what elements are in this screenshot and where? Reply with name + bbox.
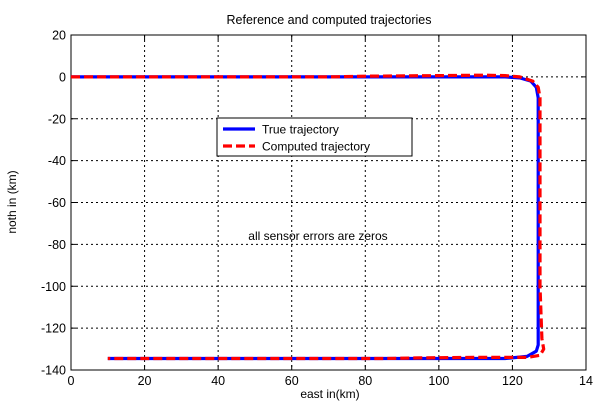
y-tick-label: -40 <box>48 154 66 168</box>
y-tick-label: -140 <box>41 364 66 378</box>
x-tick-label: 0 <box>68 374 75 388</box>
legend-box <box>216 117 413 157</box>
x-tick-label: 14 <box>579 374 593 388</box>
y-tick-label: 20 <box>52 29 66 43</box>
y-tick-label: -60 <box>48 196 66 210</box>
legend-label: Computed trajectory <box>262 140 370 154</box>
chart-title: Reference and computed trajectories <box>227 13 432 27</box>
y-tick-label: -120 <box>41 322 66 336</box>
legend: True trajectory Computed trajectory <box>216 117 413 157</box>
y-tick-label: -80 <box>48 238 66 252</box>
axis-ticks: 0 20 40 60 80 100 120 14 20 0 -20 -40 -60 -80 -100 -120… <box>41 29 593 389</box>
x-tick-label: 60 <box>285 374 299 388</box>
x-tick-label: 80 <box>358 374 372 388</box>
series-computed-trajectory <box>71 73 546 361</box>
x-tick-label: 100 <box>428 374 449 388</box>
legend-label: True trajectory <box>262 123 339 137</box>
y-axis-label: noth in (km) <box>5 170 19 233</box>
y-tick-label: -20 <box>48 112 66 126</box>
annotation: all sensor errors are zeros <box>248 229 387 243</box>
grid <box>71 35 586 370</box>
y-tick-label: 0 <box>59 70 66 84</box>
plot-frame <box>70 34 587 371</box>
y-tick-label: -100 <box>41 280 66 294</box>
x-tick-label: 120 <box>502 374 523 388</box>
series-layer <box>71 73 546 361</box>
x-axis-label: east in(km) <box>300 387 359 401</box>
x-tick-label: 20 <box>138 374 152 388</box>
x-tick-label: 40 <box>211 374 225 388</box>
